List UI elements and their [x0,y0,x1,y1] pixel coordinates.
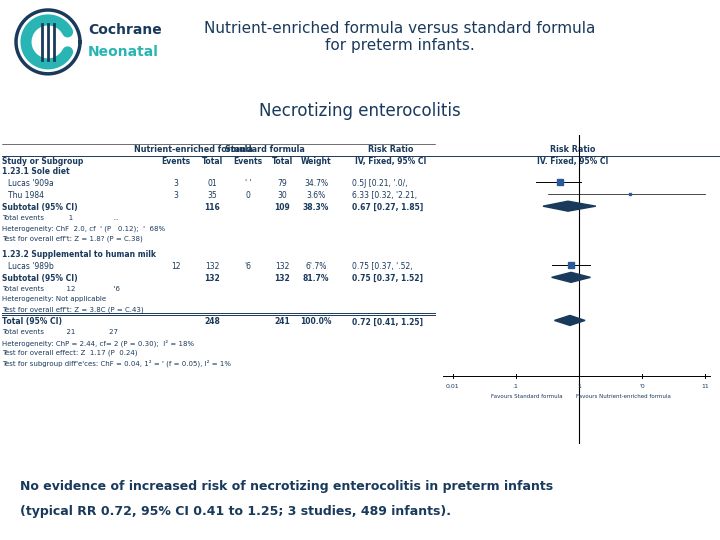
Text: Thu 1984: Thu 1984 [8,191,44,200]
Text: 0.67 [0.27, 1.85]: 0.67 [0.27, 1.85] [352,203,423,212]
Text: Standard formula: Standard formula [225,145,305,154]
Text: 30: 30 [277,191,287,200]
Text: Weight: Weight [301,157,331,166]
Text: 12: 12 [171,262,181,271]
Text: 0: 0 [246,191,251,200]
Text: 38.3%: 38.3% [303,203,329,212]
Text: '0: '0 [639,383,645,389]
Text: Total events           1                  ..: Total events 1 .. [2,215,118,221]
Text: Favours Standard formula: Favours Standard formula [491,394,563,399]
Text: 132: 132 [274,274,290,284]
Text: Neonatal: Neonatal [88,45,159,59]
Text: 3.6%: 3.6% [307,191,325,200]
Text: Cochrane: Cochrane [88,23,162,37]
Text: Risk Ratio: Risk Ratio [550,145,595,154]
Text: 3: 3 [174,179,179,188]
Text: 79: 79 [277,179,287,188]
Polygon shape [543,201,596,211]
Text: ' ': ' ' [245,179,251,188]
Text: Nutrient-enriched formula versus standard formula
for preterm infants.: Nutrient-enriched formula versus standar… [204,21,595,53]
Text: Lucas '989b: Lucas '989b [8,262,54,271]
Text: Lucas '909a: Lucas '909a [8,179,54,188]
Text: 6.33 [0.32, '2.21,: 6.33 [0.32, '2.21, [352,191,417,200]
Text: Subtotal (95% CI): Subtotal (95% CI) [2,203,78,212]
Text: Necrotizing enterocolitis: Necrotizing enterocolitis [259,102,461,120]
Text: Study or Subgroup: Study or Subgroup [2,157,84,166]
Text: Total (95% CI): Total (95% CI) [2,318,62,327]
Text: IV, Fixed, 95% CI: IV, Fixed, 95% CI [355,157,427,166]
Text: 132: 132 [275,262,289,271]
Text: 0.75 [0.37, '.52,: 0.75 [0.37, '.52, [352,262,413,271]
Text: 0.75 [0.37, 1.52]: 0.75 [0.37, 1.52] [352,274,423,284]
Text: Total: Total [202,157,222,166]
Text: 0.72 [0.41, 1.25]: 0.72 [0.41, 1.25] [352,318,423,327]
Text: Test for overall effect: Z  1.17 (P  0.24): Test for overall effect: Z 1.17 (P 0.24) [2,349,138,356]
Text: 0.5J [0.21, '.0/,: 0.5J [0.21, '.0/, [352,179,408,188]
Text: IV. Fixed, 95% CI: IV. Fixed, 95% CI [537,157,608,166]
Text: 100.0%: 100.0% [300,318,332,327]
Text: 81.7%: 81.7% [302,274,329,284]
Text: Events: Events [161,157,191,166]
Text: 132: 132 [204,262,219,271]
Text: 241: 241 [274,318,290,327]
Text: Total events          12                 '6: Total events 12 '6 [2,286,120,292]
Text: 01: 01 [207,179,217,188]
Text: Nutrient-enriched formula: Nutrient-enriched formula [135,145,253,154]
Text: Risk Ratio: Risk Ratio [369,145,414,154]
Text: .1: .1 [513,383,518,389]
Text: Test for overall eff't: Z = 3.8C (P = C.43): Test for overall eff't: Z = 3.8C (P = C.… [2,306,143,313]
Text: Total events          21               27: Total events 21 27 [2,329,118,335]
Polygon shape [554,315,585,326]
Text: Test for overall eff't: Z = 1.8? (P = C.38): Test for overall eff't: Z = 1.8? (P = C.… [2,235,143,242]
Text: 109: 109 [274,203,290,212]
Text: Favours Nutrient-enriched formula: Favours Nutrient-enriched formula [576,394,670,399]
Text: 34.7%: 34.7% [304,179,328,188]
Text: '6: '6 [245,262,251,271]
Text: 1: 1 [577,383,581,389]
Text: Total: Total [271,157,292,166]
Text: 0.01: 0.01 [446,383,459,389]
Text: Events: Events [233,157,263,166]
Text: 132: 132 [204,274,220,284]
Text: Test for subgroup diff'e'ces: ChF = 0.04, 1² = ' (f = 0.05), I² = 1%: Test for subgroup diff'e'ces: ChF = 0.04… [2,360,231,367]
Text: 35: 35 [207,191,217,200]
Text: 6'.7%: 6'.7% [305,262,327,271]
Text: 248: 248 [204,318,220,327]
Text: 11: 11 [701,383,709,389]
Text: (typical RR 0.72, 95% CI 0.41 to 1.25; 3 studies, 489 infants).: (typical RR 0.72, 95% CI 0.41 to 1.25; 3… [20,505,451,518]
Text: Heterogeneity: Not applicable: Heterogeneity: Not applicable [2,296,106,302]
Text: 3: 3 [174,191,179,200]
Text: 116: 116 [204,203,220,212]
Text: Subtotal (95% CI): Subtotal (95% CI) [2,274,78,284]
Text: Heterogeneity: ChF  2.0, cf  ' (P   0.12);  '  68%: Heterogeneity: ChF 2.0, cf ' (P 0.12); '… [2,225,165,232]
Text: 1.23.2 Supplemental to human milk: 1.23.2 Supplemental to human milk [2,250,156,259]
Text: Heterogeneity: ChP = 2.44, cf= 2 (P = 0.30);  I² = 18%: Heterogeneity: ChP = 2.44, cf= 2 (P = 0.… [2,340,194,347]
Text: No evidence of increased risk of necrotizing enterocolitis in preterm infants: No evidence of increased risk of necroti… [20,480,553,492]
Polygon shape [552,272,590,282]
Text: 1.23.1 Sole diet: 1.23.1 Sole diet [2,167,70,176]
